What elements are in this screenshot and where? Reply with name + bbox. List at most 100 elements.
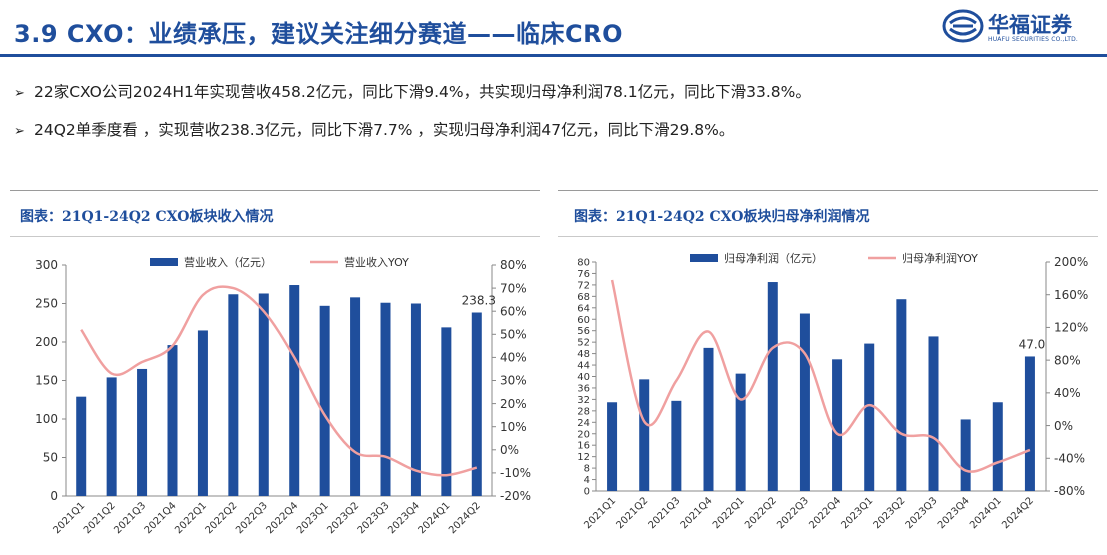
chart-title: 图表：21Q1-24Q2 CXO板块归母净利润情况	[574, 209, 870, 225]
bar	[639, 379, 650, 491]
company-name-cn: 华福证券	[988, 13, 1072, 37]
left-tick-label: 12	[577, 452, 590, 463]
bar	[960, 419, 971, 491]
legend-bar-swatch	[690, 254, 718, 262]
right-tick-label: 60%	[500, 304, 527, 318]
left-tick-label: 300	[35, 258, 58, 272]
left-tick-label: 250	[35, 297, 58, 311]
legend-line-label: 营业收入YOY	[344, 255, 409, 269]
category-label: 2021Q3	[647, 495, 683, 531]
category-label: 2021Q4	[143, 500, 179, 536]
right-tick-label: 10%	[500, 420, 527, 434]
right-tick-label: 0%	[500, 443, 519, 457]
bar	[703, 347, 714, 491]
left-tick-label: 0	[50, 489, 58, 503]
bar	[106, 377, 117, 496]
bar	[228, 294, 239, 496]
panel-top-rule	[558, 190, 1098, 191]
category-label: 2022Q3	[775, 495, 811, 531]
category-label: 2023Q2	[325, 500, 361, 536]
right-tick-label: 200%	[1054, 255, 1088, 269]
right-tick-label: -40%	[1054, 451, 1085, 465]
category-label: 2023Q1	[839, 495, 875, 531]
panel-top-rule	[10, 190, 540, 191]
bar	[992, 402, 1003, 491]
bar	[1024, 356, 1035, 491]
right-tick-label: -80%	[1054, 484, 1085, 498]
right-tick-label: 80%	[500, 258, 527, 272]
left-tick-label: 52	[577, 338, 590, 349]
category-label: 2022Q3	[234, 500, 270, 536]
left-tick-label: 36	[577, 383, 590, 394]
left-tick-label: 32	[577, 395, 590, 406]
panel-title-rule	[558, 236, 1098, 237]
left-tick-label: 200	[35, 335, 58, 349]
left-tick-label: 50	[43, 451, 58, 465]
bar	[197, 330, 208, 496]
legend-bar-swatch	[150, 258, 178, 266]
right-tick-label: 0%	[1054, 419, 1073, 433]
category-label: 2023Q1	[295, 500, 331, 536]
legend-bar-label: 营业收入（亿元）	[184, 255, 272, 269]
page-title: 3.9 CXO：业绩承压，建议关注细分赛道——临床CRO	[14, 20, 624, 48]
left-tick-label: 60	[577, 315, 590, 326]
left-tick-label: 16	[577, 441, 590, 452]
left-tick-label: 76	[577, 269, 590, 280]
bar	[350, 297, 361, 496]
left-tick-label: 20	[577, 429, 590, 440]
right-tick-label: 70%	[500, 281, 527, 295]
bar	[471, 312, 482, 496]
category-label: 2023Q2	[872, 495, 908, 531]
bar	[137, 368, 148, 496]
legend-bar-label: 归母净利润（亿元）	[724, 251, 823, 265]
company-name-en: HUAFU SECURITIES CO.,LTD.	[988, 36, 1079, 43]
right-tick-label: 160%	[1054, 288, 1088, 302]
bullet-item: ➢ 24Q2单季度看 ，实现营收238.3亿元，同比下滑7.7% ，实现归母净利润…	[14, 118, 734, 140]
bar	[671, 400, 682, 491]
left-tick-label: 56	[577, 326, 590, 337]
bullet-item: ➢ 22家CXO公司2024H1年实现营收458.2亿元，同比下滑9.4%，共实现…	[14, 80, 811, 102]
bar	[767, 282, 778, 491]
right-tick-label: 40%	[500, 351, 527, 365]
net-profit-chart: 048121620242832364044485256606468727680-…	[577, 251, 1088, 531]
chart-title: 图表：21Q1-24Q2 CXO板块收入情况	[20, 209, 274, 225]
left-tick-label: 44	[577, 361, 590, 372]
left-tick-label: 68	[577, 292, 590, 303]
left-tick-label: 28	[577, 406, 590, 417]
company-logo: 华福证券 HUAFU SECURITIES CO.,LTD.	[942, 6, 1102, 52]
category-label: 2021Q1	[582, 495, 618, 531]
bar	[289, 285, 300, 496]
right-tick-label: 40%	[1054, 386, 1081, 400]
bar	[410, 303, 421, 496]
category-label: 2021Q3	[112, 500, 148, 536]
category-label: 2022Q1	[173, 500, 209, 536]
data-label: 47.0	[1019, 337, 1046, 351]
right-tick-label: 50%	[500, 328, 527, 342]
left-tick-label: 48	[577, 349, 590, 360]
category-label: 2024Q1	[968, 495, 1004, 531]
category-label: 2023Q3	[356, 500, 392, 536]
category-label: 2024Q2	[1000, 495, 1036, 531]
bar	[76, 396, 87, 496]
category-label: 2023Q4	[936, 495, 972, 531]
bar	[167, 345, 178, 496]
category-label: 2022Q2	[743, 495, 779, 531]
bar	[319, 305, 330, 496]
bar	[441, 327, 452, 496]
left-tick-label: 72	[577, 280, 590, 291]
revenue-chart: 0 50 100 150 200 250 300 -20% -10% 0% 10% 20% 30% 40%…	[35, 255, 531, 536]
bullet-text: 24Q2单季度看 ，实现营收238.3亿元，同比下滑7.7% ，实现归母净利润4…	[34, 121, 735, 139]
right-tick-label: -10%	[500, 466, 531, 480]
category-label: 2021Q2	[614, 495, 650, 531]
bullet-marker: ➢	[14, 86, 25, 101]
bar	[735, 373, 746, 491]
legend-line-label: 归母净利润YOY	[902, 251, 978, 265]
bar	[258, 293, 269, 496]
bar	[380, 302, 391, 496]
category-label: 2021Q2	[82, 500, 118, 536]
left-tick-label: 100	[35, 412, 58, 426]
left-tick-label: 24	[577, 418, 590, 429]
right-tick-label: 30%	[500, 374, 527, 388]
category-label: 2021Q1	[51, 500, 87, 536]
bullet-marker: ➢	[14, 124, 25, 139]
